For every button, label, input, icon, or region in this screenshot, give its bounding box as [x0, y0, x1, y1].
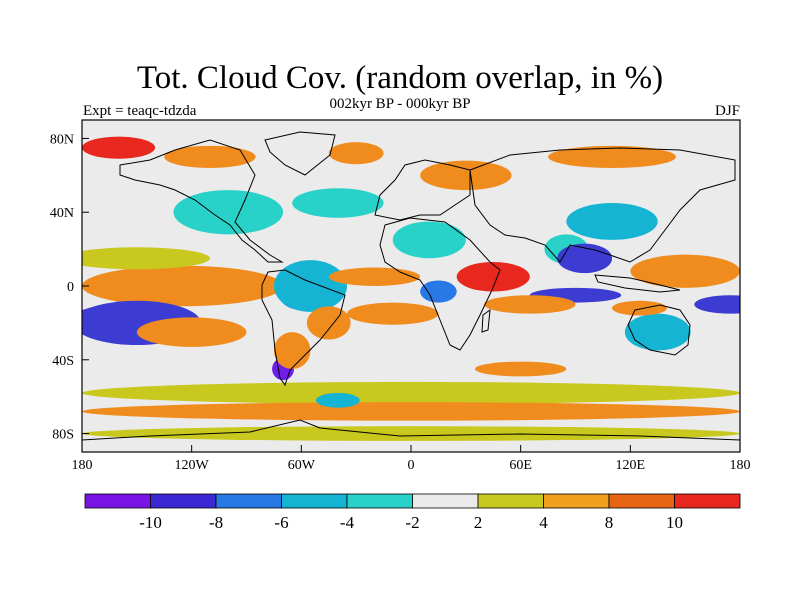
anomaly-tropical-atlantic-orange	[328, 267, 421, 286]
anomaly-siberia-orange	[548, 145, 677, 168]
x-tick-label: 120E	[616, 458, 646, 473]
anomaly-australia-cyan	[624, 313, 691, 351]
anomaly-antarctica-yellow	[82, 426, 740, 441]
season-label: DJF	[714, 103, 740, 119]
colorbar-swatch	[346, 493, 413, 509]
anomaly-congo-negative	[420, 280, 457, 303]
coastline-australia	[627, 304, 691, 356]
anomaly-n-atlantic-teal	[292, 188, 384, 218]
anomaly-eq-pacific-orange	[82, 265, 284, 307]
y-tick-label: 40N	[50, 206, 74, 221]
anomaly-s-indian-orange	[474, 361, 567, 377]
x-tick-label: 180	[730, 458, 751, 473]
colorbar-swatch	[543, 493, 610, 509]
anomaly-europe-orange	[420, 160, 512, 191]
map-plot-area	[82, 120, 740, 452]
anomaly-brazil-orange	[306, 306, 351, 340]
anomaly-n-australia-orange	[612, 300, 667, 316]
coastline-antarctica	[82, 419, 740, 441]
colorbar-swatch	[84, 493, 151, 509]
colorbar-swatch	[150, 493, 217, 509]
y-tick-label: 40S	[52, 354, 74, 369]
anomaly-s-america-orange	[273, 332, 311, 369]
x-tick-label: 60W	[288, 458, 316, 473]
coastline-south-america	[261, 269, 346, 387]
colorbar-swatch	[477, 493, 544, 509]
colorbar-label: -6	[274, 513, 288, 532]
coastline-africa	[379, 217, 501, 351]
colorbar-label: -8	[209, 513, 223, 532]
coastline-asia	[469, 147, 736, 263]
x-tick-label: 0	[408, 458, 415, 473]
y-tick-label: 80N	[50, 132, 74, 147]
anomaly-arctic-orange	[82, 136, 156, 159]
coastlines	[82, 131, 740, 441]
coastline-indonesia	[594, 274, 681, 293]
period-subtitle: 002kyr BP - 000kyr BP	[329, 96, 471, 112]
y-tick-label: 0	[67, 280, 74, 295]
x-tick-label: 60E	[509, 458, 532, 473]
experiment-label: Expt = teaqc-tdzda	[83, 103, 197, 119]
colorbar-label: -4	[340, 513, 355, 532]
colorbar-swatch	[412, 493, 479, 509]
anomaly-weddell-cyan	[315, 392, 360, 408]
anomaly-npac-yellow	[82, 247, 210, 270]
colorbar-swatch	[281, 493, 348, 509]
anomaly-antarctic-orange-band	[82, 402, 740, 421]
colorbar: -10 -8 -6 -4 -2 2 4 8 10	[84, 493, 741, 532]
anomaly-amazon-cyan	[273, 260, 348, 312]
coastline-north-america	[119, 139, 284, 263]
anomaly-se-pacific-orange	[136, 317, 247, 347]
anomaly-greenland-orange	[328, 142, 384, 165]
y-axis: 80N 40N 0 40S 80S	[50, 132, 89, 443]
coastline-greenland	[264, 131, 336, 176]
colorbar-label: 8	[605, 513, 614, 532]
anomaly-spcz-negative	[694, 295, 740, 314]
anomaly-indian-ocean-orange	[484, 295, 576, 314]
colorbar-swatch	[215, 493, 282, 509]
anomaly-north-america-cyan	[173, 190, 284, 235]
x-tick-label: 120W	[175, 458, 210, 473]
x-tick-label: 180	[72, 458, 93, 473]
colorbar-label: 10	[666, 513, 683, 532]
anomaly-china-cyan	[566, 203, 658, 240]
colorbar-label: -10	[139, 513, 162, 532]
anomaly-regions	[82, 136, 740, 441]
y-tick-label: 80S	[52, 428, 74, 443]
coastline-madagascar	[481, 308, 491, 333]
colorbar-label: 2	[474, 513, 483, 532]
colorbar-label: 4	[539, 513, 548, 532]
anomaly-east-africa-orange	[456, 262, 530, 292]
anomaly-w-pacific-orange	[630, 254, 740, 288]
chart-title: Tot. Cloud Cov. (random overlap, in %)	[136, 60, 664, 96]
colorbar-swatch	[674, 493, 741, 509]
anomaly-s-atlantic-orange	[347, 302, 439, 325]
colorbar-swatch	[608, 493, 675, 509]
x-axis: 180 120W 60W 0 60E 120E 180	[72, 445, 751, 473]
anomaly-southern-ocean-yellow-band	[82, 381, 740, 405]
anomaly-sahara-cyan	[392, 221, 466, 259]
anomaly-canada-orange	[164, 145, 256, 168]
colorbar-label: -2	[405, 513, 419, 532]
